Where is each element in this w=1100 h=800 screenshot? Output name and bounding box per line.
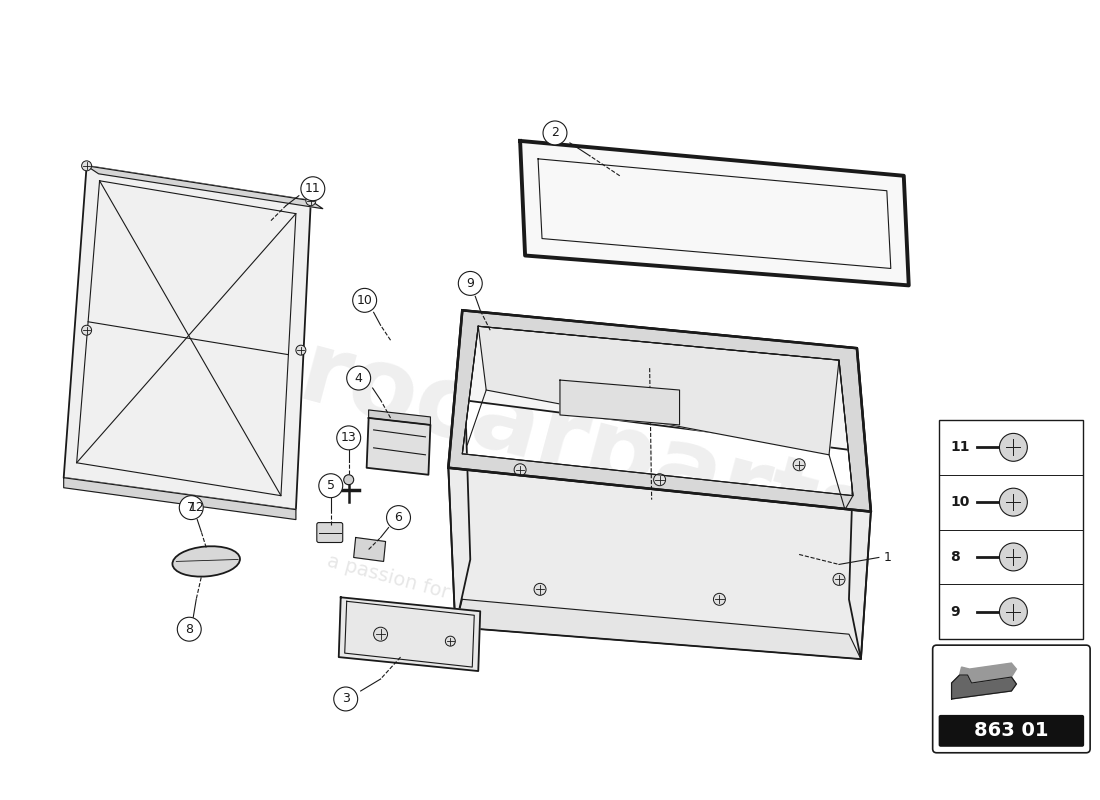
Circle shape — [793, 458, 805, 470]
Text: 8: 8 — [185, 622, 194, 636]
Circle shape — [343, 474, 354, 485]
Polygon shape — [478, 326, 839, 455]
Text: 3: 3 — [342, 693, 350, 706]
Text: 8: 8 — [950, 550, 960, 564]
Polygon shape — [849, 348, 871, 659]
Circle shape — [306, 196, 316, 206]
Polygon shape — [462, 310, 857, 360]
Circle shape — [714, 594, 725, 606]
Polygon shape — [354, 538, 386, 562]
Polygon shape — [839, 348, 871, 512]
Circle shape — [1000, 488, 1027, 516]
Polygon shape — [87, 166, 322, 209]
Text: 4: 4 — [354, 371, 363, 385]
Circle shape — [374, 627, 387, 641]
Circle shape — [1000, 598, 1027, 626]
Text: 10: 10 — [950, 495, 970, 509]
Polygon shape — [455, 599, 861, 659]
Circle shape — [386, 506, 410, 530]
Polygon shape — [64, 478, 296, 519]
Text: 1: 1 — [883, 551, 892, 564]
Polygon shape — [952, 675, 1016, 699]
Text: 5: 5 — [327, 479, 334, 492]
Ellipse shape — [173, 546, 240, 577]
Polygon shape — [366, 418, 430, 474]
FancyBboxPatch shape — [933, 645, 1090, 753]
Polygon shape — [449, 310, 471, 627]
Circle shape — [459, 271, 482, 295]
Text: 863 01: 863 01 — [975, 722, 1048, 740]
Text: 11: 11 — [950, 440, 970, 454]
Text: 9: 9 — [466, 277, 474, 290]
Circle shape — [81, 161, 91, 170]
Polygon shape — [449, 310, 478, 468]
FancyBboxPatch shape — [317, 522, 343, 542]
Circle shape — [337, 426, 361, 450]
Circle shape — [543, 121, 566, 145]
Text: 9: 9 — [950, 605, 960, 618]
Circle shape — [81, 326, 91, 335]
FancyBboxPatch shape — [938, 420, 1084, 639]
Circle shape — [177, 618, 201, 641]
Polygon shape — [449, 468, 871, 659]
Polygon shape — [368, 410, 430, 425]
Circle shape — [1000, 543, 1027, 571]
Polygon shape — [339, 598, 481, 671]
Polygon shape — [560, 380, 680, 425]
Circle shape — [535, 583, 546, 595]
Text: 12: 12 — [188, 501, 205, 514]
Text: 7: 7 — [187, 501, 196, 514]
Circle shape — [446, 636, 455, 646]
Text: 6: 6 — [395, 511, 403, 524]
Text: 2: 2 — [551, 126, 559, 139]
Circle shape — [346, 366, 371, 390]
FancyBboxPatch shape — [938, 715, 1085, 746]
Polygon shape — [64, 166, 311, 510]
Circle shape — [333, 687, 358, 711]
Circle shape — [353, 288, 376, 312]
Circle shape — [179, 496, 204, 519]
Circle shape — [296, 345, 306, 355]
Text: eurocarparts: eurocarparts — [156, 289, 884, 571]
Circle shape — [833, 574, 845, 586]
Circle shape — [319, 474, 343, 498]
Polygon shape — [449, 454, 871, 512]
Polygon shape — [520, 141, 909, 286]
Circle shape — [301, 177, 324, 201]
Text: 10: 10 — [356, 294, 373, 307]
Text: 11: 11 — [305, 182, 321, 195]
Polygon shape — [959, 663, 1016, 683]
Polygon shape — [462, 310, 857, 450]
Text: a passion for parts since 1985: a passion for parts since 1985 — [326, 552, 615, 646]
Text: 13: 13 — [341, 431, 356, 444]
Circle shape — [653, 474, 666, 486]
Circle shape — [1000, 434, 1027, 462]
Circle shape — [514, 464, 526, 476]
